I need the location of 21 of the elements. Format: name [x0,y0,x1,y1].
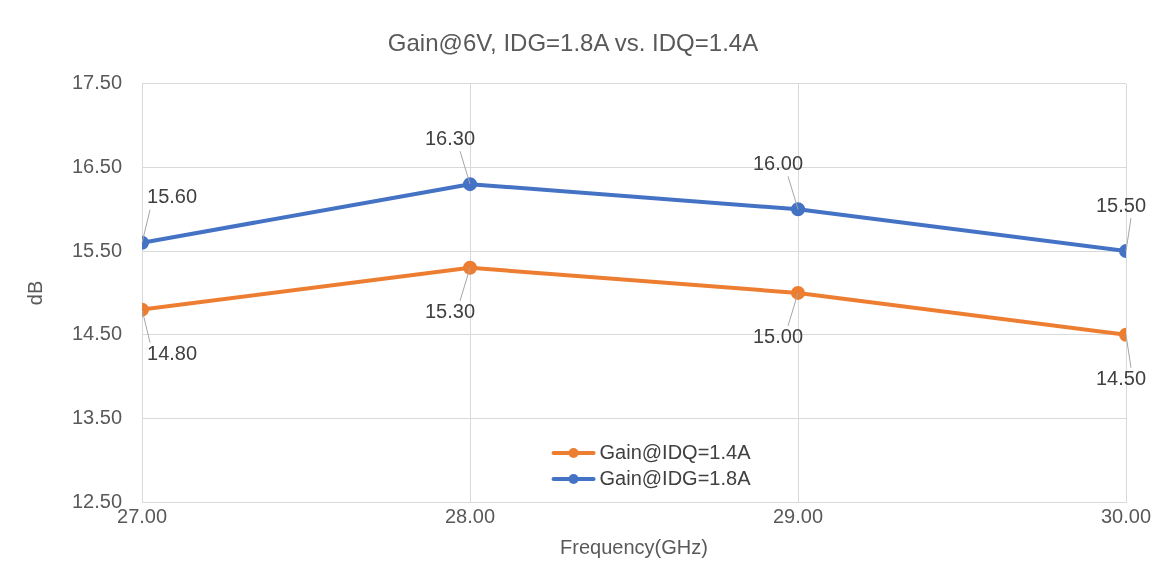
y-axis-title: dB [23,280,46,306]
data-label: 14.80 [147,342,198,365]
y-tick-label: 15.50 [71,238,123,261]
x-tick-label: 29.00 [772,504,824,527]
data-label: 14.50 [1095,367,1147,390]
x-axis-title: Frequency(GHz) [560,535,708,558]
y-tick-label: 13.50 [71,405,123,428]
data-label: 15.50 [1095,193,1147,216]
data-label: 16.00 [752,151,804,174]
y-tick-label: 14.50 [71,322,123,345]
x-tick-label: 30.00 [1100,504,1152,527]
data-label: 16.30 [425,126,476,149]
data-label: 15.60 [147,185,198,208]
chart-title: Gain@6V, IDG=1.8A vs. IDQ=1.4A [387,29,759,57]
x-tick-label: 28.00 [445,504,496,527]
y-tick-label: 16.50 [71,154,123,177]
data-label: 15.00 [752,325,804,348]
y-tick-label: 17.50 [71,71,123,94]
legend-label: Gain@IDG=1.8A [599,466,752,489]
data-label: 15.30 [425,300,476,323]
legend-label: Gain@IDQ=1.4A [599,440,752,463]
